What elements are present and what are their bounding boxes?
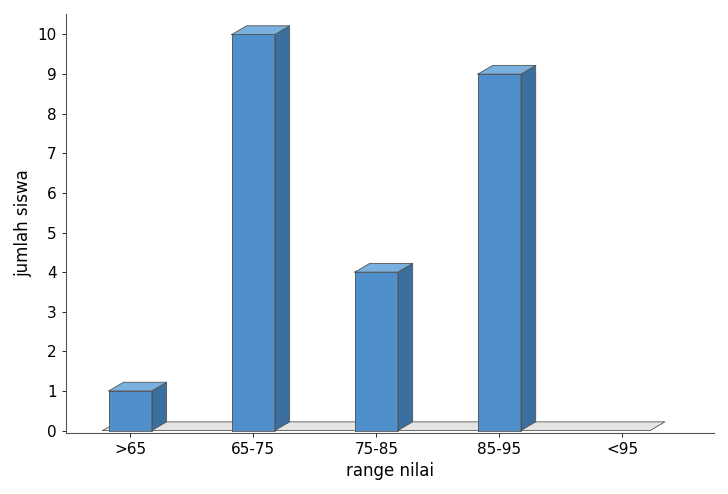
Polygon shape — [398, 263, 413, 431]
Polygon shape — [108, 382, 167, 391]
Polygon shape — [152, 382, 167, 431]
Polygon shape — [355, 263, 413, 272]
Polygon shape — [521, 65, 536, 431]
Polygon shape — [275, 26, 290, 431]
Polygon shape — [232, 35, 275, 431]
X-axis label: range nilai: range nilai — [346, 462, 434, 480]
Y-axis label: jumlah siswa: jumlah siswa — [14, 169, 32, 277]
Polygon shape — [478, 65, 536, 74]
Polygon shape — [232, 26, 290, 35]
Polygon shape — [103, 422, 665, 431]
Polygon shape — [355, 272, 398, 431]
Polygon shape — [108, 391, 152, 431]
Polygon shape — [478, 74, 521, 431]
